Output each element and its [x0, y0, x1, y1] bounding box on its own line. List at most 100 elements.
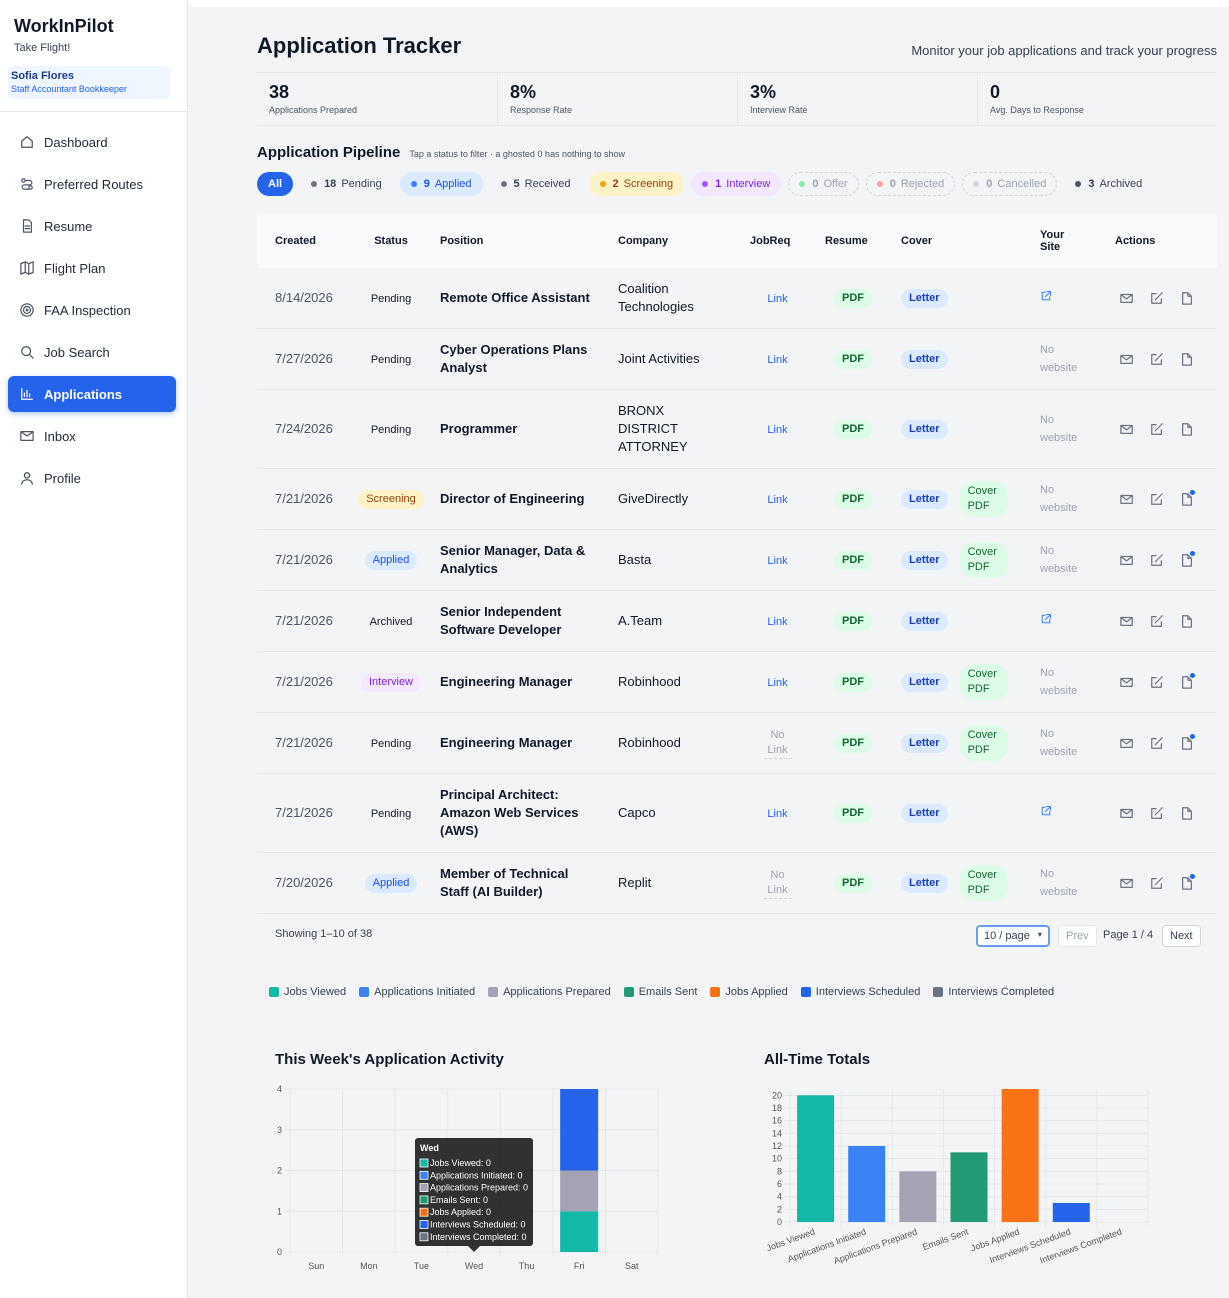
next-button[interactable]: Next [1162, 925, 1201, 947]
cell: Pending [352, 268, 430, 329]
action-doc[interactable] [1180, 614, 1194, 628]
cover-letter-badge[interactable]: Letter [901, 733, 948, 753]
jobreq-link[interactable]: Link [767, 493, 788, 506]
action-edit[interactable] [1150, 422, 1164, 436]
action-edit[interactable] [1150, 291, 1164, 305]
resume-badge[interactable]: PDF [834, 289, 872, 308]
cover-letter-badge[interactable]: Letter [901, 550, 948, 570]
legend-item[interactable]: Applications Initiated [359, 986, 475, 998]
resume-badge[interactable]: PDF [834, 551, 872, 570]
nav-item[interactable]: Profile [8, 460, 176, 496]
jobreq-link[interactable]: Link [767, 353, 788, 366]
status-filter[interactable]: 1 Interview [691, 172, 782, 196]
status-filter[interactable]: 18 Pending [300, 172, 393, 196]
jobreq-link[interactable]: Link [767, 554, 788, 567]
legend-item[interactable]: Interviews Completed [933, 986, 1054, 998]
cover-letter-badge[interactable]: Letter [901, 349, 948, 369]
nav-item[interactable]: Applications [8, 376, 176, 412]
status-filter[interactable]: 3 Archived [1064, 172, 1153, 196]
action-doc[interactable] [1180, 806, 1194, 820]
action-mail[interactable] [1120, 352, 1134, 366]
resume-badge[interactable]: PDF [834, 350, 872, 369]
action-mail[interactable] [1120, 876, 1134, 890]
action-mail[interactable] [1120, 553, 1134, 567]
cover-pdf-badge[interactable]: Cover PDF [959, 542, 1008, 578]
action-mail[interactable] [1120, 291, 1134, 305]
legend-item[interactable]: Applications Prepared [488, 986, 611, 998]
cover-letter-badge[interactable]: Letter [901, 419, 948, 439]
action-edit[interactable] [1150, 675, 1164, 689]
action-mail[interactable] [1120, 614, 1134, 628]
nav-item[interactable]: Job Search [8, 334, 176, 370]
jobreq-link[interactable]: Link [767, 676, 788, 689]
action-doc[interactable] [1180, 551, 1195, 567]
action-edit[interactable] [1150, 806, 1164, 820]
cover-letter-badge[interactable]: Letter [901, 672, 948, 692]
status-filter[interactable]: 2 Screening [588, 172, 685, 196]
cover-letter-badge[interactable]: Letter [901, 803, 948, 823]
status-filter[interactable]: 5 Received [490, 172, 582, 196]
action-mail[interactable] [1120, 422, 1134, 436]
action-edit[interactable] [1150, 492, 1164, 506]
action-doc[interactable] [1180, 734, 1195, 750]
action-mail[interactable] [1120, 736, 1134, 750]
legend-item[interactable]: Jobs Applied [710, 986, 788, 998]
site-link[interactable] [1040, 290, 1052, 305]
nav-item[interactable]: Inbox [8, 418, 176, 454]
resume-badge[interactable]: PDF [834, 734, 872, 753]
cover-letter-badge[interactable]: Letter [901, 489, 948, 509]
action-doc[interactable] [1180, 422, 1194, 436]
site-link[interactable] [1040, 805, 1052, 820]
legend-item[interactable]: Jobs Viewed [269, 986, 346, 998]
x-tick-label: Sat [625, 1261, 639, 1271]
action-edit[interactable] [1150, 614, 1164, 628]
filter-all[interactable]: All [257, 172, 294, 196]
action-edit[interactable] [1150, 553, 1164, 567]
jobreq-link[interactable]: Link [767, 615, 788, 628]
action-mail[interactable] [1120, 492, 1134, 506]
cover-letter-badge[interactable]: Letter [901, 288, 948, 308]
jobreq-link[interactable]: Link [767, 807, 788, 820]
nav-item[interactable]: Resume [8, 208, 176, 244]
status-filter[interactable]: 0 Rejected [865, 172, 956, 196]
status-filter[interactable]: 0 Cancelled [962, 172, 1058, 196]
cover-pdf-badge[interactable]: Cover PDF [959, 865, 1008, 901]
resume-badge[interactable]: PDF [834, 420, 872, 439]
site-link[interactable] [1040, 613, 1052, 628]
cover-pdf-badge[interactable]: Cover PDF [959, 725, 1008, 761]
prev-button[interactable]: Prev [1058, 925, 1097, 947]
jobreq-link[interactable]: Link [767, 292, 788, 305]
action-edit[interactable] [1150, 876, 1164, 890]
action-edit[interactable] [1150, 736, 1164, 750]
action-edit[interactable] [1150, 352, 1164, 366]
nav-item[interactable]: Dashboard [8, 124, 176, 160]
status-filter[interactable]: 0 Offer [788, 172, 859, 196]
resume-badge[interactable]: PDF [834, 874, 872, 893]
action-doc[interactable] [1180, 874, 1195, 890]
resume-badge[interactable]: PDF [834, 804, 872, 823]
action-doc[interactable] [1180, 490, 1195, 506]
cover-pdf-badge[interactable]: Cover PDF [959, 664, 1008, 700]
nav-item[interactable]: Flight Plan [8, 250, 176, 286]
cover-pdf-badge[interactable]: Cover PDF [959, 481, 1008, 517]
legend-item[interactable]: Emails Sent [623, 986, 697, 998]
nav-item[interactable]: Preferred Routes [8, 166, 176, 202]
company: Capco [618, 805, 656, 820]
action-doc[interactable] [1180, 291, 1194, 305]
column-header: Created [257, 214, 352, 268]
cover-letter-badge[interactable]: Letter [901, 611, 948, 631]
action-doc[interactable] [1180, 673, 1195, 689]
jobreq-link[interactable]: Link [767, 423, 788, 436]
column-label: Actions [1115, 235, 1156, 247]
resume-badge[interactable]: PDF [834, 673, 872, 692]
action-doc[interactable] [1180, 352, 1194, 366]
action-mail[interactable] [1120, 675, 1134, 689]
legend-item[interactable]: Interviews Scheduled [800, 986, 920, 998]
resume-badge[interactable]: PDF [834, 612, 872, 631]
status-filter[interactable]: 9 Applied [399, 172, 483, 196]
action-mail[interactable] [1120, 806, 1134, 820]
nav-item[interactable]: FAA Inspection [8, 292, 176, 328]
cover-letter-badge[interactable]: Letter [901, 873, 948, 893]
resume-badge[interactable]: PDF [834, 490, 872, 509]
per-page-select[interactable]: 10 / page ▾ [976, 925, 1050, 947]
